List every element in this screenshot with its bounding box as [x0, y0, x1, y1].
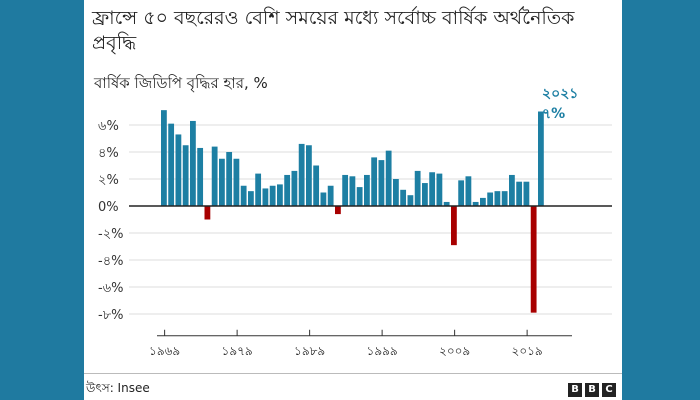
bar	[233, 158, 240, 206]
footer-divider	[84, 373, 622, 374]
bar	[320, 192, 327, 206]
bar	[168, 123, 175, 206]
annotation-value: ৭%	[542, 106, 565, 122]
y-tick-label: -৮%	[98, 308, 123, 323]
x-tick-label: ১৯৭৯	[222, 344, 253, 358]
bar	[269, 185, 276, 206]
bar	[385, 150, 392, 206]
bar	[335, 206, 341, 215]
bar	[349, 176, 356, 206]
bar	[400, 189, 407, 206]
x-tick-label: ২০১৯	[512, 344, 543, 358]
y-tick-label: ৪%	[98, 146, 119, 161]
bar	[277, 184, 283, 206]
bar	[161, 110, 167, 206]
bar	[342, 174, 349, 206]
bar	[530, 206, 537, 313]
bar	[356, 187, 363, 206]
bar	[509, 174, 515, 206]
bar	[190, 120, 196, 206]
bar	[219, 158, 225, 206]
bar	[211, 146, 218, 206]
bar	[465, 176, 472, 206]
x-tick-label: ১৯৮৯	[294, 344, 325, 358]
x-tick-label: ২০০৯	[439, 344, 470, 358]
bar	[255, 173, 262, 206]
source-note: উৎস: Insee	[86, 381, 150, 395]
bar	[262, 188, 269, 206]
bar	[538, 111, 544, 206]
bar	[487, 192, 494, 206]
chart-title: ফ্রান্সে ৫০ বছরেরও বেশি সময়ের মধ্যে সর্…	[92, 7, 575, 54]
bar	[204, 206, 211, 220]
bar	[197, 147, 204, 206]
bar	[182, 145, 189, 206]
bar	[313, 165, 320, 206]
y-tick-label: ৬%	[98, 119, 119, 134]
y-tick-label: 0%	[98, 200, 119, 215]
bar	[364, 174, 370, 206]
bar	[494, 191, 501, 206]
x-tick-label: ১৯৬৯	[149, 344, 180, 358]
y-tick-label: -৪%	[98, 254, 123, 269]
bar	[451, 206, 457, 246]
bar	[393, 179, 399, 206]
bar	[240, 185, 247, 206]
bar	[306, 145, 312, 206]
bar	[407, 195, 414, 206]
y-tick-label: ২%	[98, 173, 119, 188]
bar	[248, 191, 254, 206]
bar	[436, 173, 443, 206]
bar	[175, 134, 182, 206]
bar	[378, 160, 385, 206]
x-tick-label: ১৯৯৯	[367, 344, 398, 358]
bar	[284, 174, 291, 206]
bar	[414, 170, 421, 206]
bar	[226, 152, 233, 206]
y-tick-label: -২%	[98, 227, 124, 242]
bar	[458, 180, 465, 206]
bar	[480, 197, 486, 206]
bar	[371, 157, 378, 206]
bar	[472, 201, 479, 206]
chart-card: ফ্রান্সে ৫০ বছরেরও বেশি সময়ের মধ্যে সর্…	[84, 0, 622, 400]
bar	[443, 201, 450, 206]
bar	[429, 172, 436, 206]
y-axis-label: বার্ষিক জিডিপি বৃদ্ধির হার, %	[94, 74, 268, 92]
bbc-logo: B B C	[568, 383, 616, 397]
bar	[422, 183, 428, 206]
bar	[501, 191, 508, 206]
bar	[298, 143, 305, 206]
bar	[291, 170, 298, 206]
bar-chart: ৬% ৪% ২% 0% -২% -৪% -৬% -৮% ১৯৬৯ ১৯৭৯ ১৯৮৯ ১৯৯৯ ২০০৯…	[98, 86, 612, 358]
bar	[516, 181, 523, 206]
y-tick-label: -৬%	[98, 281, 124, 296]
annotation-year: ২০২১	[542, 86, 578, 102]
bar	[327, 185, 334, 206]
bar	[523, 181, 530, 206]
